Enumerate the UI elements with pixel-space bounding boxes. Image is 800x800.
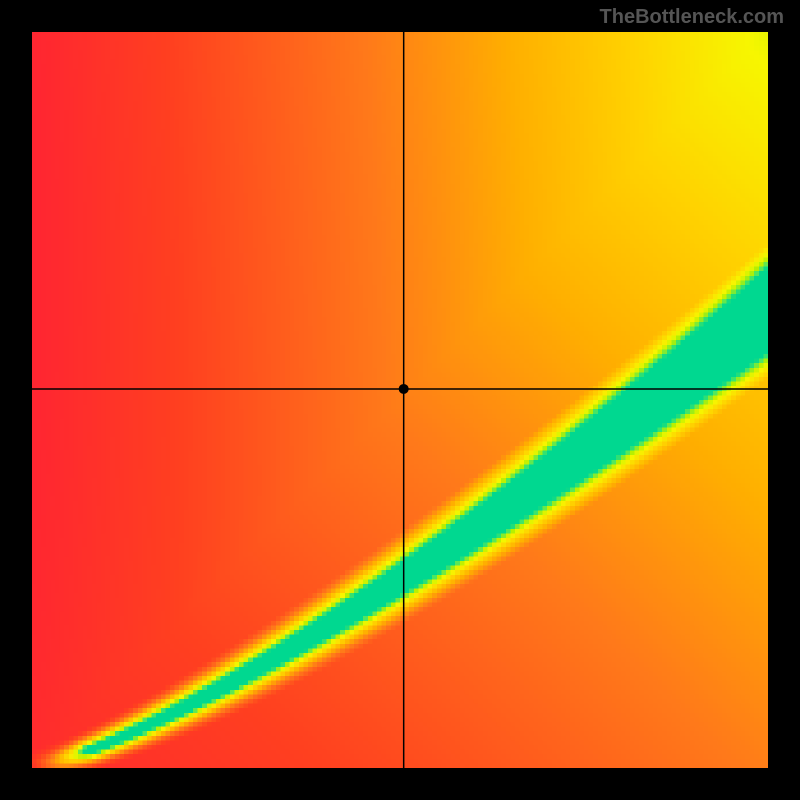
bottleneck-heatmap	[32, 32, 768, 768]
watermark-label: TheBottleneck.com	[600, 6, 784, 29]
chart-container: { "meta": { "watermark_text": "TheBottle…	[0, 0, 800, 800]
